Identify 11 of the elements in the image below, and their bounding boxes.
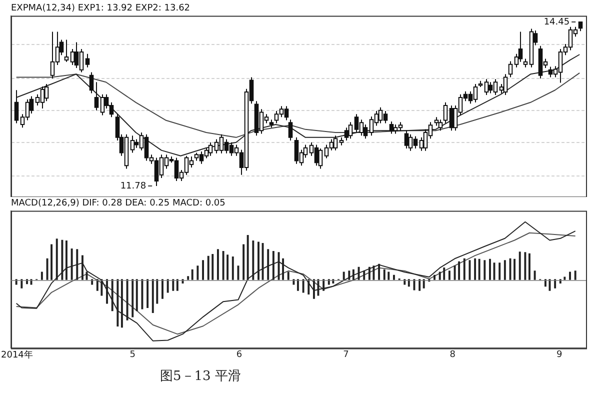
chart-title: MACD(12,26,9) DIF: 0.28 DEA: 0.25 MACD: 0.05 (11, 198, 226, 209)
x-tick-label: 7 (343, 350, 349, 360)
x-tick-label: 6 (236, 350, 242, 360)
x-axis-title: 2014年 (1, 350, 33, 361)
x-tick-label: 8 (450, 350, 456, 360)
annotation: 11.78 (120, 181, 146, 192)
x-tick-label: 5 (130, 350, 136, 360)
caption: 图5－13 平滑 (160, 368, 241, 385)
x-tick-label: 9 (556, 350, 562, 360)
annotation: 14.45 (544, 17, 570, 28)
chart-title: EXPMA(12,34) EXP1: 13.92 EXP2: 13.62 (11, 4, 190, 14)
